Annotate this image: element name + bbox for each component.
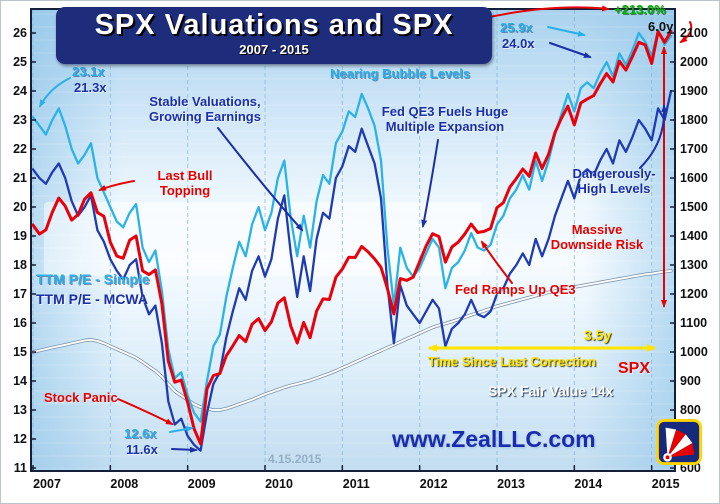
svg-text:1800: 1800 xyxy=(680,113,708,127)
annotation-gain-percent: +213.0% xyxy=(614,2,666,17)
annotation-nearing-bubble: Nearing Bubble Levels xyxy=(330,66,471,81)
legend-ttm-pe-mcwa: TTM P/E - MCWA xyxy=(36,291,148,307)
svg-text:22: 22 xyxy=(13,142,27,156)
gain-to-line-arrow xyxy=(679,21,693,44)
annotation-correction-label: Time Since Last Correction xyxy=(428,354,597,369)
annotation-fair-value-label: SPX Fair Value 14x xyxy=(488,383,614,399)
annotation-massive-downside: Massive Downside Risk xyxy=(536,222,658,252)
annotation-duration: 6.0y xyxy=(648,19,674,34)
annotation-dangerously-high: Dangerously- High Levels xyxy=(553,166,675,196)
annotation-stock-panic: Stock Panic xyxy=(44,390,118,405)
svg-text:2000: 2000 xyxy=(680,55,708,69)
svg-text:15: 15 xyxy=(13,345,27,359)
annotation-pe-simple-current: 25.9x xyxy=(500,20,533,35)
svg-text:2007: 2007 xyxy=(33,477,61,491)
date-watermark: 4.15.2015 xyxy=(268,452,322,466)
svg-text:2008: 2008 xyxy=(110,477,138,491)
svg-text:2011: 2011 xyxy=(343,477,370,491)
annotation-downside-line1: Massive xyxy=(571,222,623,237)
svg-text:19: 19 xyxy=(13,229,27,243)
svg-text:1200: 1200 xyxy=(680,287,708,301)
annotation-downside-line2: Downside Risk xyxy=(550,237,644,252)
annotation-last-bull-line1: Last Bull xyxy=(157,168,213,183)
annotation-qe3-line2: Multiple Expansion xyxy=(385,119,505,134)
svg-text:1000: 1000 xyxy=(680,345,708,359)
annotation-spx-label: SPX xyxy=(618,360,651,377)
annotation-pe-mcwa-start: 21.3x xyxy=(74,80,107,95)
svg-text:1500: 1500 xyxy=(680,200,708,214)
svg-text:1900: 1900 xyxy=(680,84,708,98)
svg-text:2015: 2015 xyxy=(652,477,680,491)
annotation-last-bull-line2: Topping xyxy=(159,183,211,198)
svg-text:25: 25 xyxy=(13,55,27,69)
svg-text:14: 14 xyxy=(13,374,27,388)
annotation-stable-line1: Stable Valuations, xyxy=(149,94,261,109)
annotation-pe-simple-start: 23.1x xyxy=(72,64,105,79)
svg-text:2009: 2009 xyxy=(188,477,216,491)
chart-title-box: SPX Valuations and SPX 2007 - 2015 xyxy=(56,7,492,64)
watermark-band xyxy=(44,202,482,276)
svg-text:16: 16 xyxy=(13,316,27,330)
svg-text:26: 26 xyxy=(13,26,27,40)
svg-text:900: 900 xyxy=(680,374,701,388)
svg-text:20: 20 xyxy=(13,200,27,214)
legend-ttm-pe-simple: TTM P/E - Simple xyxy=(36,271,150,287)
svg-text:23: 23 xyxy=(13,113,27,127)
annotation-qe3-expansion: Fed QE3 Fuels Huge Multiple Expansion xyxy=(340,104,550,134)
annotation-pe-mcwa-low: 11.6x xyxy=(126,442,158,457)
annotation-danger-line2: High Levels xyxy=(577,181,651,196)
svg-text:1100: 1100 xyxy=(680,316,707,330)
svg-text:21: 21 xyxy=(13,171,27,185)
annotation-fed-ramps-qe3: Fed Ramps Up QE3 xyxy=(455,282,576,297)
svg-text:1700: 1700 xyxy=(680,142,708,156)
svg-text:11: 11 xyxy=(14,461,27,475)
svg-text:1600: 1600 xyxy=(680,171,708,185)
zeal-logo xyxy=(656,419,702,465)
annotation-stable-valuations: Stable Valuations, Growing Earnings xyxy=(122,94,288,124)
annotation-last-bull: Last Bull Topping xyxy=(135,168,235,198)
svg-text:1400: 1400 xyxy=(680,229,708,243)
svg-text:24: 24 xyxy=(13,84,27,98)
svg-text:800: 800 xyxy=(680,403,701,417)
svg-text:2100: 2100 xyxy=(680,26,708,40)
annotation-qe3-line1: Fed QE3 Fuels Huge xyxy=(381,104,509,119)
annotation-pe-mcwa-current: 24.0x xyxy=(502,36,535,51)
svg-text:2012: 2012 xyxy=(420,477,448,491)
svg-text:2013: 2013 xyxy=(497,477,525,491)
svg-text:17: 17 xyxy=(13,287,27,301)
annotation-pe-simple-low: 12.6x xyxy=(124,426,157,441)
svg-text:1300: 1300 xyxy=(680,258,708,272)
chart-subtitle: 2007 - 2015 xyxy=(239,42,309,57)
annotation-danger-line1: Dangerously- xyxy=(572,166,656,181)
svg-text:2010: 2010 xyxy=(265,477,293,491)
svg-text:2014: 2014 xyxy=(574,477,602,491)
annotation-correction-time: 3.5y xyxy=(584,327,612,343)
chart-title: SPX Valuations and SPX xyxy=(94,9,454,41)
annotation-stable-line2: Growing Earnings xyxy=(149,109,261,124)
svg-text:12: 12 xyxy=(13,432,27,446)
zeal-website-link[interactable]: www.ZealLLC.com xyxy=(392,426,596,452)
svg-text:18: 18 xyxy=(13,258,27,272)
svg-text:13: 13 xyxy=(13,403,27,417)
